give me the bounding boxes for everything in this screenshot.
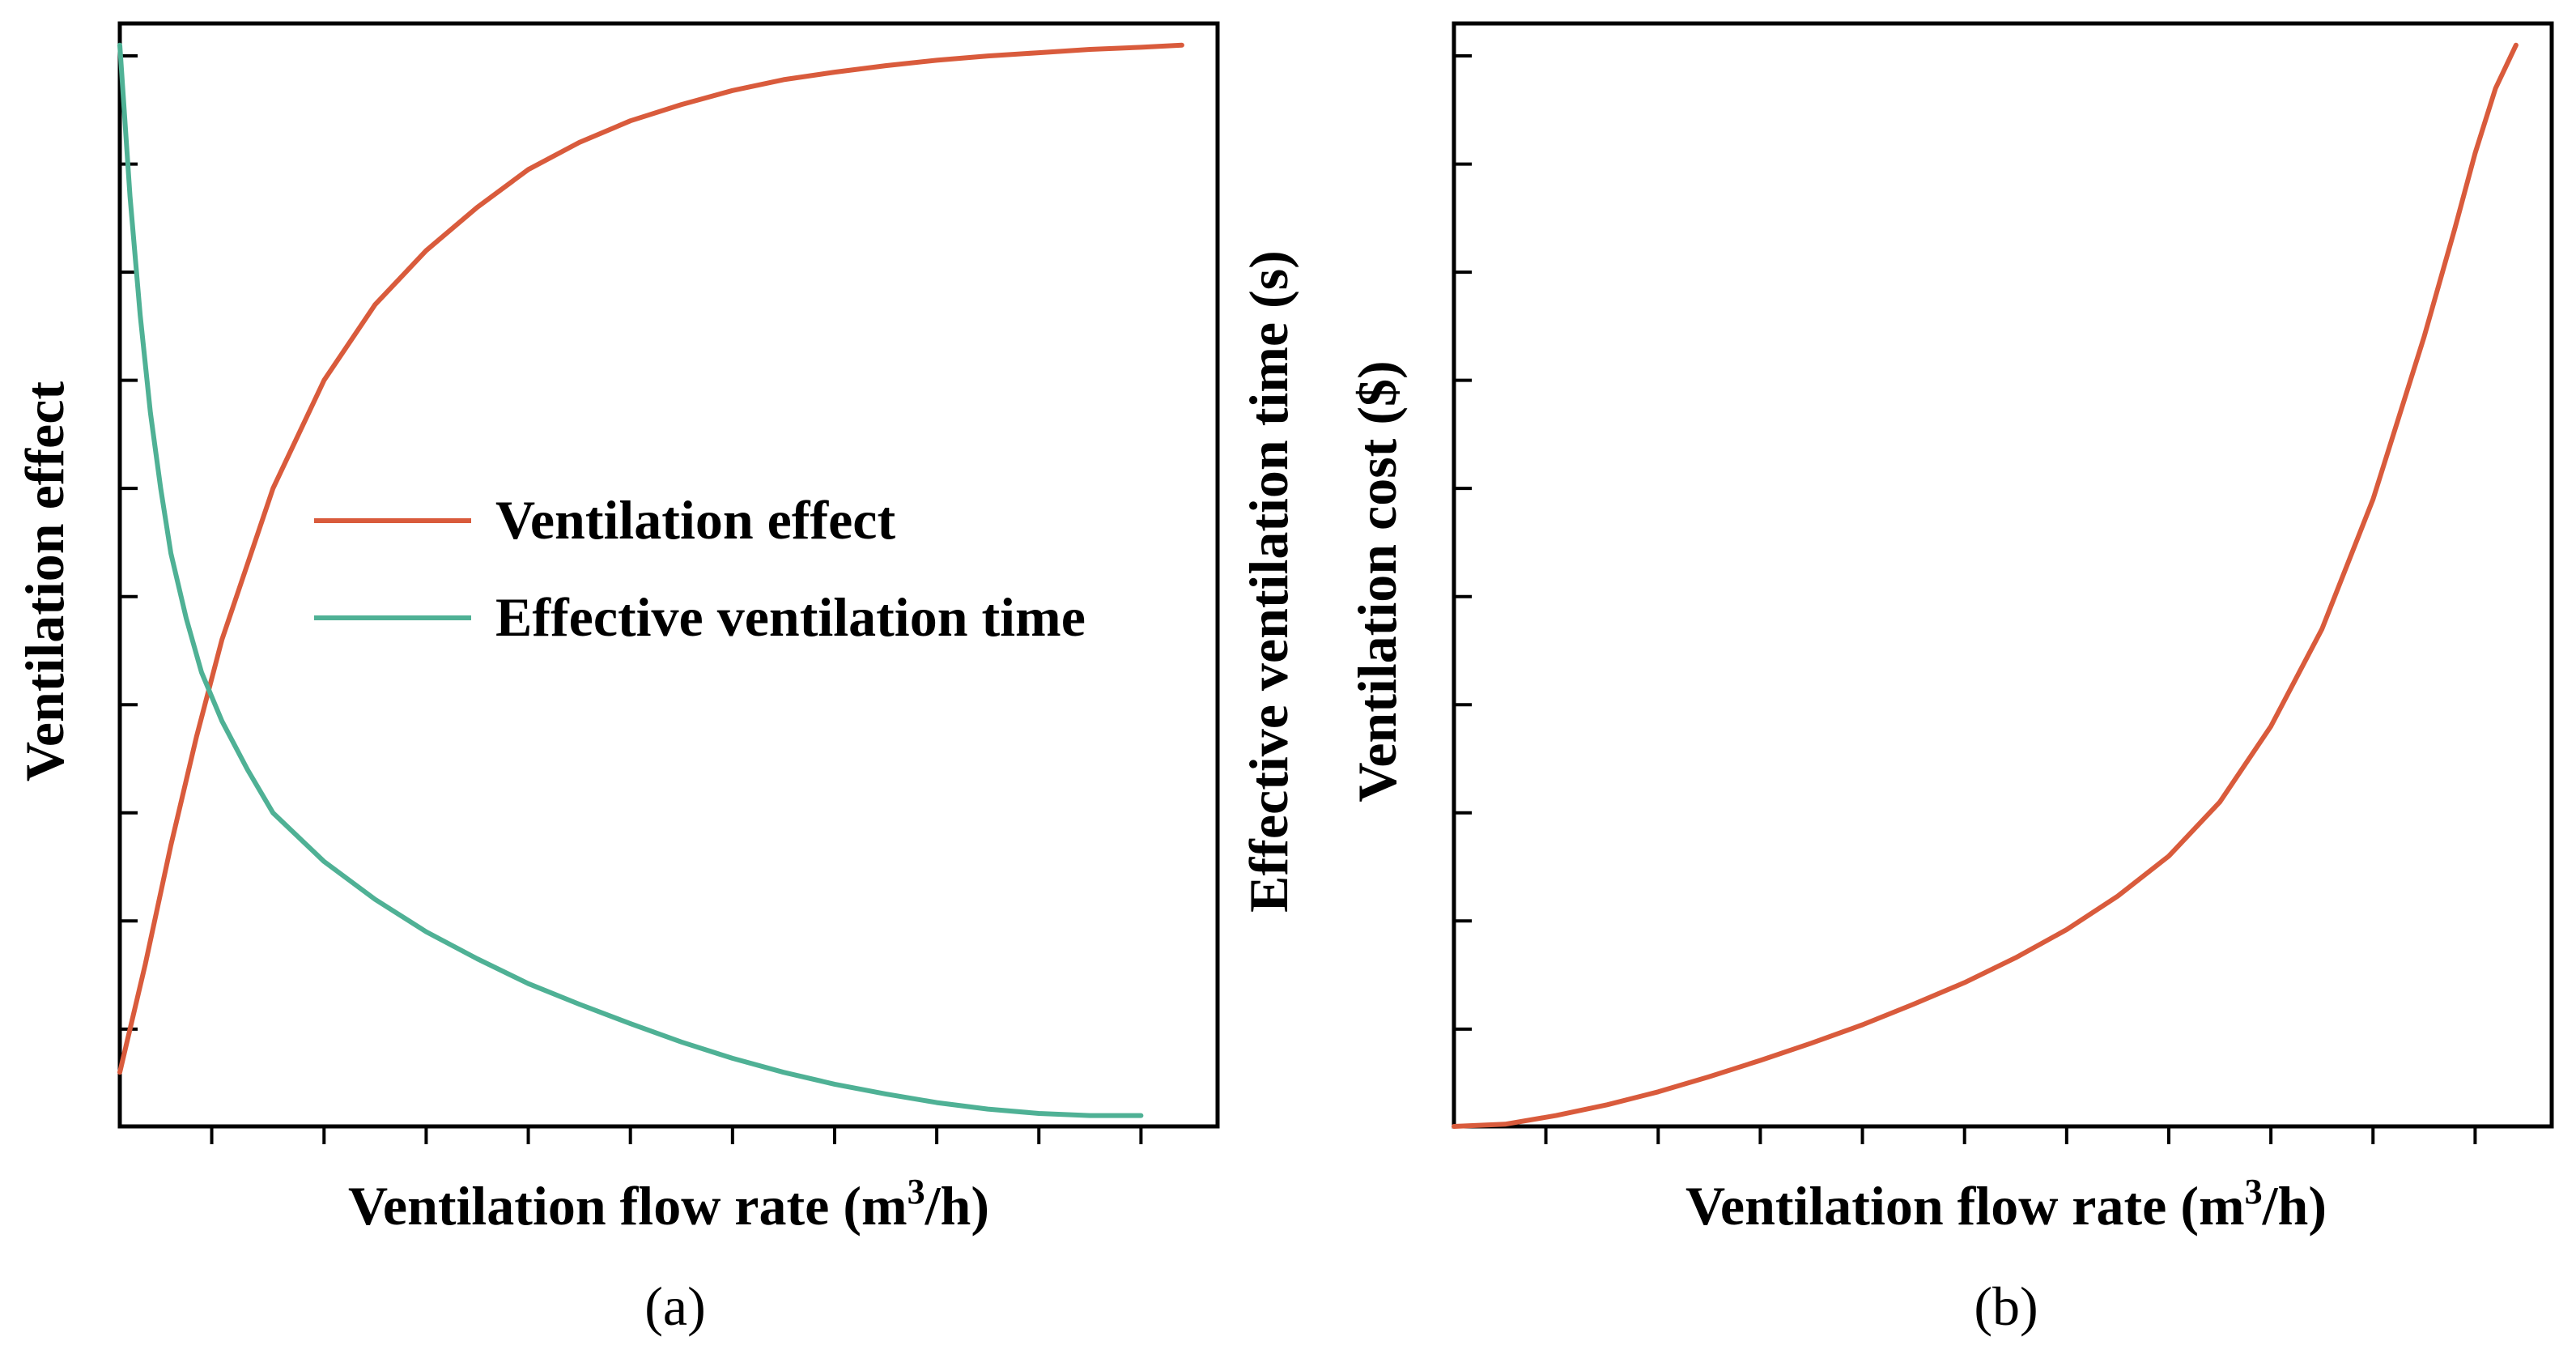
panel-b-series-ventilation-cost (1452, 42, 2519, 1129)
panel-a-ticks (120, 54, 1143, 1144)
panel-b-x-axis-title-superscript: 3 (2245, 1172, 2263, 1211)
panel-a-x-axis-title-unit: /h) (925, 1175, 989, 1237)
panel-a-lines (117, 42, 1184, 1118)
panel-b-y-axis-title: Ventilation cost ($) (1346, 360, 1408, 802)
legend: Ventilation effect Effective ventilation… (314, 489, 1086, 648)
panel-b-x-axis-title-unit: /h) (2262, 1175, 2327, 1237)
panel-a-x-axis-title-superscript: 3 (908, 1172, 925, 1211)
panel-a-plot-frame (117, 21, 1220, 1129)
panel-a-series-effective-ventilation-time (117, 42, 1144, 1118)
panel-a-label: (a) (644, 1275, 705, 1337)
panel-a-x-axis-title: Ventilation flow rate (m3/h) (348, 1172, 989, 1237)
panel-b: Ventilation cost ($) Ventilation flow ra… (1346, 21, 2554, 1337)
panel-b-lines (1452, 42, 2519, 1129)
legend-label-ventilation-effect: Ventilation effect (495, 489, 895, 551)
panel-a-y-axis-title: Ventilation effect (14, 381, 75, 781)
panel-b-ticks (1454, 54, 2477, 1144)
panel-a-series-ventilation-effect (117, 42, 1184, 1075)
panel-b-plot-frame (1452, 21, 2554, 1129)
panel-b-x-axis-title-main: Ventilation flow rate (m (1685, 1175, 2245, 1237)
panel-b-label: (b) (1974, 1275, 2038, 1337)
panel-a-right-y-axis-title: Effective ventilation time (s) (1238, 250, 1299, 913)
panel-b-x-axis-title: Ventilation flow rate (m3/h) (1685, 1172, 2327, 1237)
legend-label-effective-ventilation-time: Effective ventilation time (495, 586, 1086, 648)
panel-a-x-axis-title-main: Ventilation flow rate (m (348, 1175, 908, 1237)
panel-a: Ventilation effect Effective ventilation… (14, 21, 1220, 1337)
